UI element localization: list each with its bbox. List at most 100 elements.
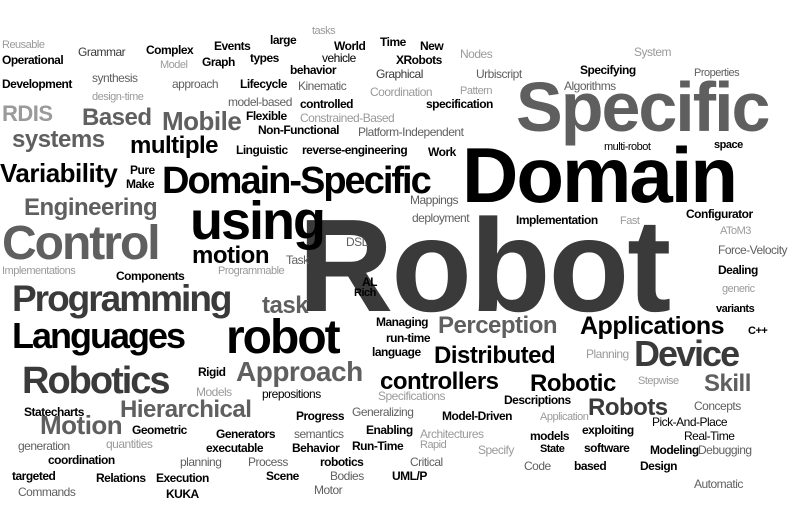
word-exploiting: exploiting: [582, 423, 634, 437]
word-flexible: Flexible: [246, 109, 287, 123]
word-world: World: [334, 39, 366, 53]
word-pattern: Pattern: [460, 85, 492, 97]
word-rapid: Rapid: [420, 439, 447, 451]
word-reusable: Reusable: [2, 39, 45, 51]
word-model-based: model-based: [228, 95, 292, 109]
word-development: Development: [2, 77, 72, 91]
word-design-time: design-time: [92, 91, 144, 103]
word-code: Code: [524, 459, 551, 473]
word-space: space: [714, 139, 743, 151]
word-controllers: controllers: [380, 368, 499, 395]
word-generic: generic: [722, 283, 755, 295]
word-targeted: targeted: [12, 469, 56, 483]
word-rich: Rich: [354, 287, 376, 299]
word-robotics: robotics: [320, 455, 364, 469]
word-synthesis: synthesis: [92, 71, 138, 85]
word-skill: Skill: [704, 370, 751, 397]
word-multi-robot: multi-robot: [604, 141, 651, 153]
word-variability: Variability: [0, 158, 118, 188]
word-approach: approach: [172, 77, 219, 91]
word-variants: variants: [716, 303, 755, 315]
word-domain: Domain: [462, 131, 738, 219]
word-events: Events: [214, 39, 251, 53]
word-constrained-based: Constrained-Based: [300, 111, 395, 125]
word-run-time: Run-Time: [352, 439, 404, 453]
word-commands: Commands: [18, 485, 76, 499]
word-real-time: Real-Time: [684, 429, 735, 443]
word-al: AL: [362, 275, 378, 289]
word-managing: Managing: [376, 315, 429, 329]
word-approach: Approach: [236, 356, 363, 387]
word-planning: planning: [180, 455, 222, 469]
word-tasks: tasks: [312, 25, 336, 37]
word-based: Based: [82, 104, 152, 131]
word-grammar: Grammar: [78, 45, 126, 59]
word-language: language: [372, 345, 421, 359]
word-models: models: [530, 429, 570, 443]
word-generators: Generators: [216, 427, 276, 441]
word-operational: Operational: [2, 53, 64, 67]
word-device: Device: [634, 333, 740, 374]
word-relations: Relations: [96, 471, 146, 485]
word-lifecycle: Lifecycle: [240, 77, 287, 91]
word-behavior: behavior: [290, 63, 337, 77]
word-semantics: semantics: [294, 427, 344, 441]
word-dsl: DSL: [346, 235, 368, 249]
word-graph: Graph: [202, 55, 235, 69]
word-scene: Scene: [266, 469, 299, 483]
word-implementation: Implementation: [516, 213, 598, 227]
word-types: types: [250, 51, 279, 65]
word-statecharts: Statecharts: [24, 405, 84, 419]
word-task: Task: [286, 253, 309, 267]
word-design: Design: [640, 459, 678, 473]
word-geometric: Geometric: [132, 423, 187, 437]
word-mobile: Mobile: [162, 106, 242, 136]
word-coordination: coordination: [48, 453, 115, 467]
word-software: software: [584, 441, 630, 455]
word-perception: Perception: [438, 312, 558, 339]
word-bodies: Bodies: [330, 469, 364, 483]
word-languages: Languages: [12, 315, 186, 356]
word-motor: Motor: [314, 483, 343, 497]
word-non-functional: Non-Functional: [258, 123, 339, 137]
word-xrobots: XRobots: [396, 53, 442, 67]
word-large: large: [270, 33, 297, 47]
word-atom3: AToM3: [720, 225, 751, 237]
word-pure: Pure: [130, 163, 155, 177]
word-generalizing: Generalizing: [352, 405, 414, 419]
word-properties: Properties: [694, 67, 740, 79]
word-specifying: Specifying: [580, 63, 636, 77]
word-mappings: Mappings: [410, 193, 459, 207]
word-platform-independent: Platform-Independent: [358, 125, 464, 139]
word-pick-and-place: Pick-And-Place: [652, 415, 728, 429]
word-kinematic: Kinematic: [298, 79, 347, 93]
word-work: Work: [428, 145, 456, 159]
word-models: Models: [196, 385, 232, 399]
word-control: Control: [2, 217, 161, 270]
word-kuka: KUKA: [166, 487, 199, 501]
word-c: C++: [748, 325, 768, 337]
word-planning: Planning: [586, 347, 629, 361]
word-programmable: Programmable: [218, 265, 285, 277]
word-multiple: multiple: [130, 132, 219, 159]
word-system: System: [634, 45, 672, 59]
word-rigid: Rigid: [198, 365, 226, 379]
word-reverse-engineering: reverse-engineering: [302, 143, 408, 157]
word-hierarchical: Hierarchical: [120, 396, 252, 423]
word-specifications: Specifications: [378, 389, 446, 403]
word-fast: Fast: [620, 215, 640, 227]
word-application: Application: [540, 411, 589, 423]
word-robotics: Robotics: [22, 360, 171, 402]
word-prepositions: prepositions: [262, 387, 321, 401]
word-make: Make: [126, 177, 155, 191]
word-robots: Robots: [588, 394, 668, 421]
word-stepwise: Stepwise: [638, 375, 679, 387]
word-descriptions: Descriptions: [504, 393, 571, 407]
word-implementations: Implementations: [2, 265, 76, 277]
word-distributed: Distributed: [434, 342, 556, 369]
word-modeling: Modeling: [650, 443, 699, 457]
word-execution: Execution: [156, 471, 209, 485]
word-components: Components: [116, 269, 185, 283]
word-process: Process: [248, 455, 288, 469]
